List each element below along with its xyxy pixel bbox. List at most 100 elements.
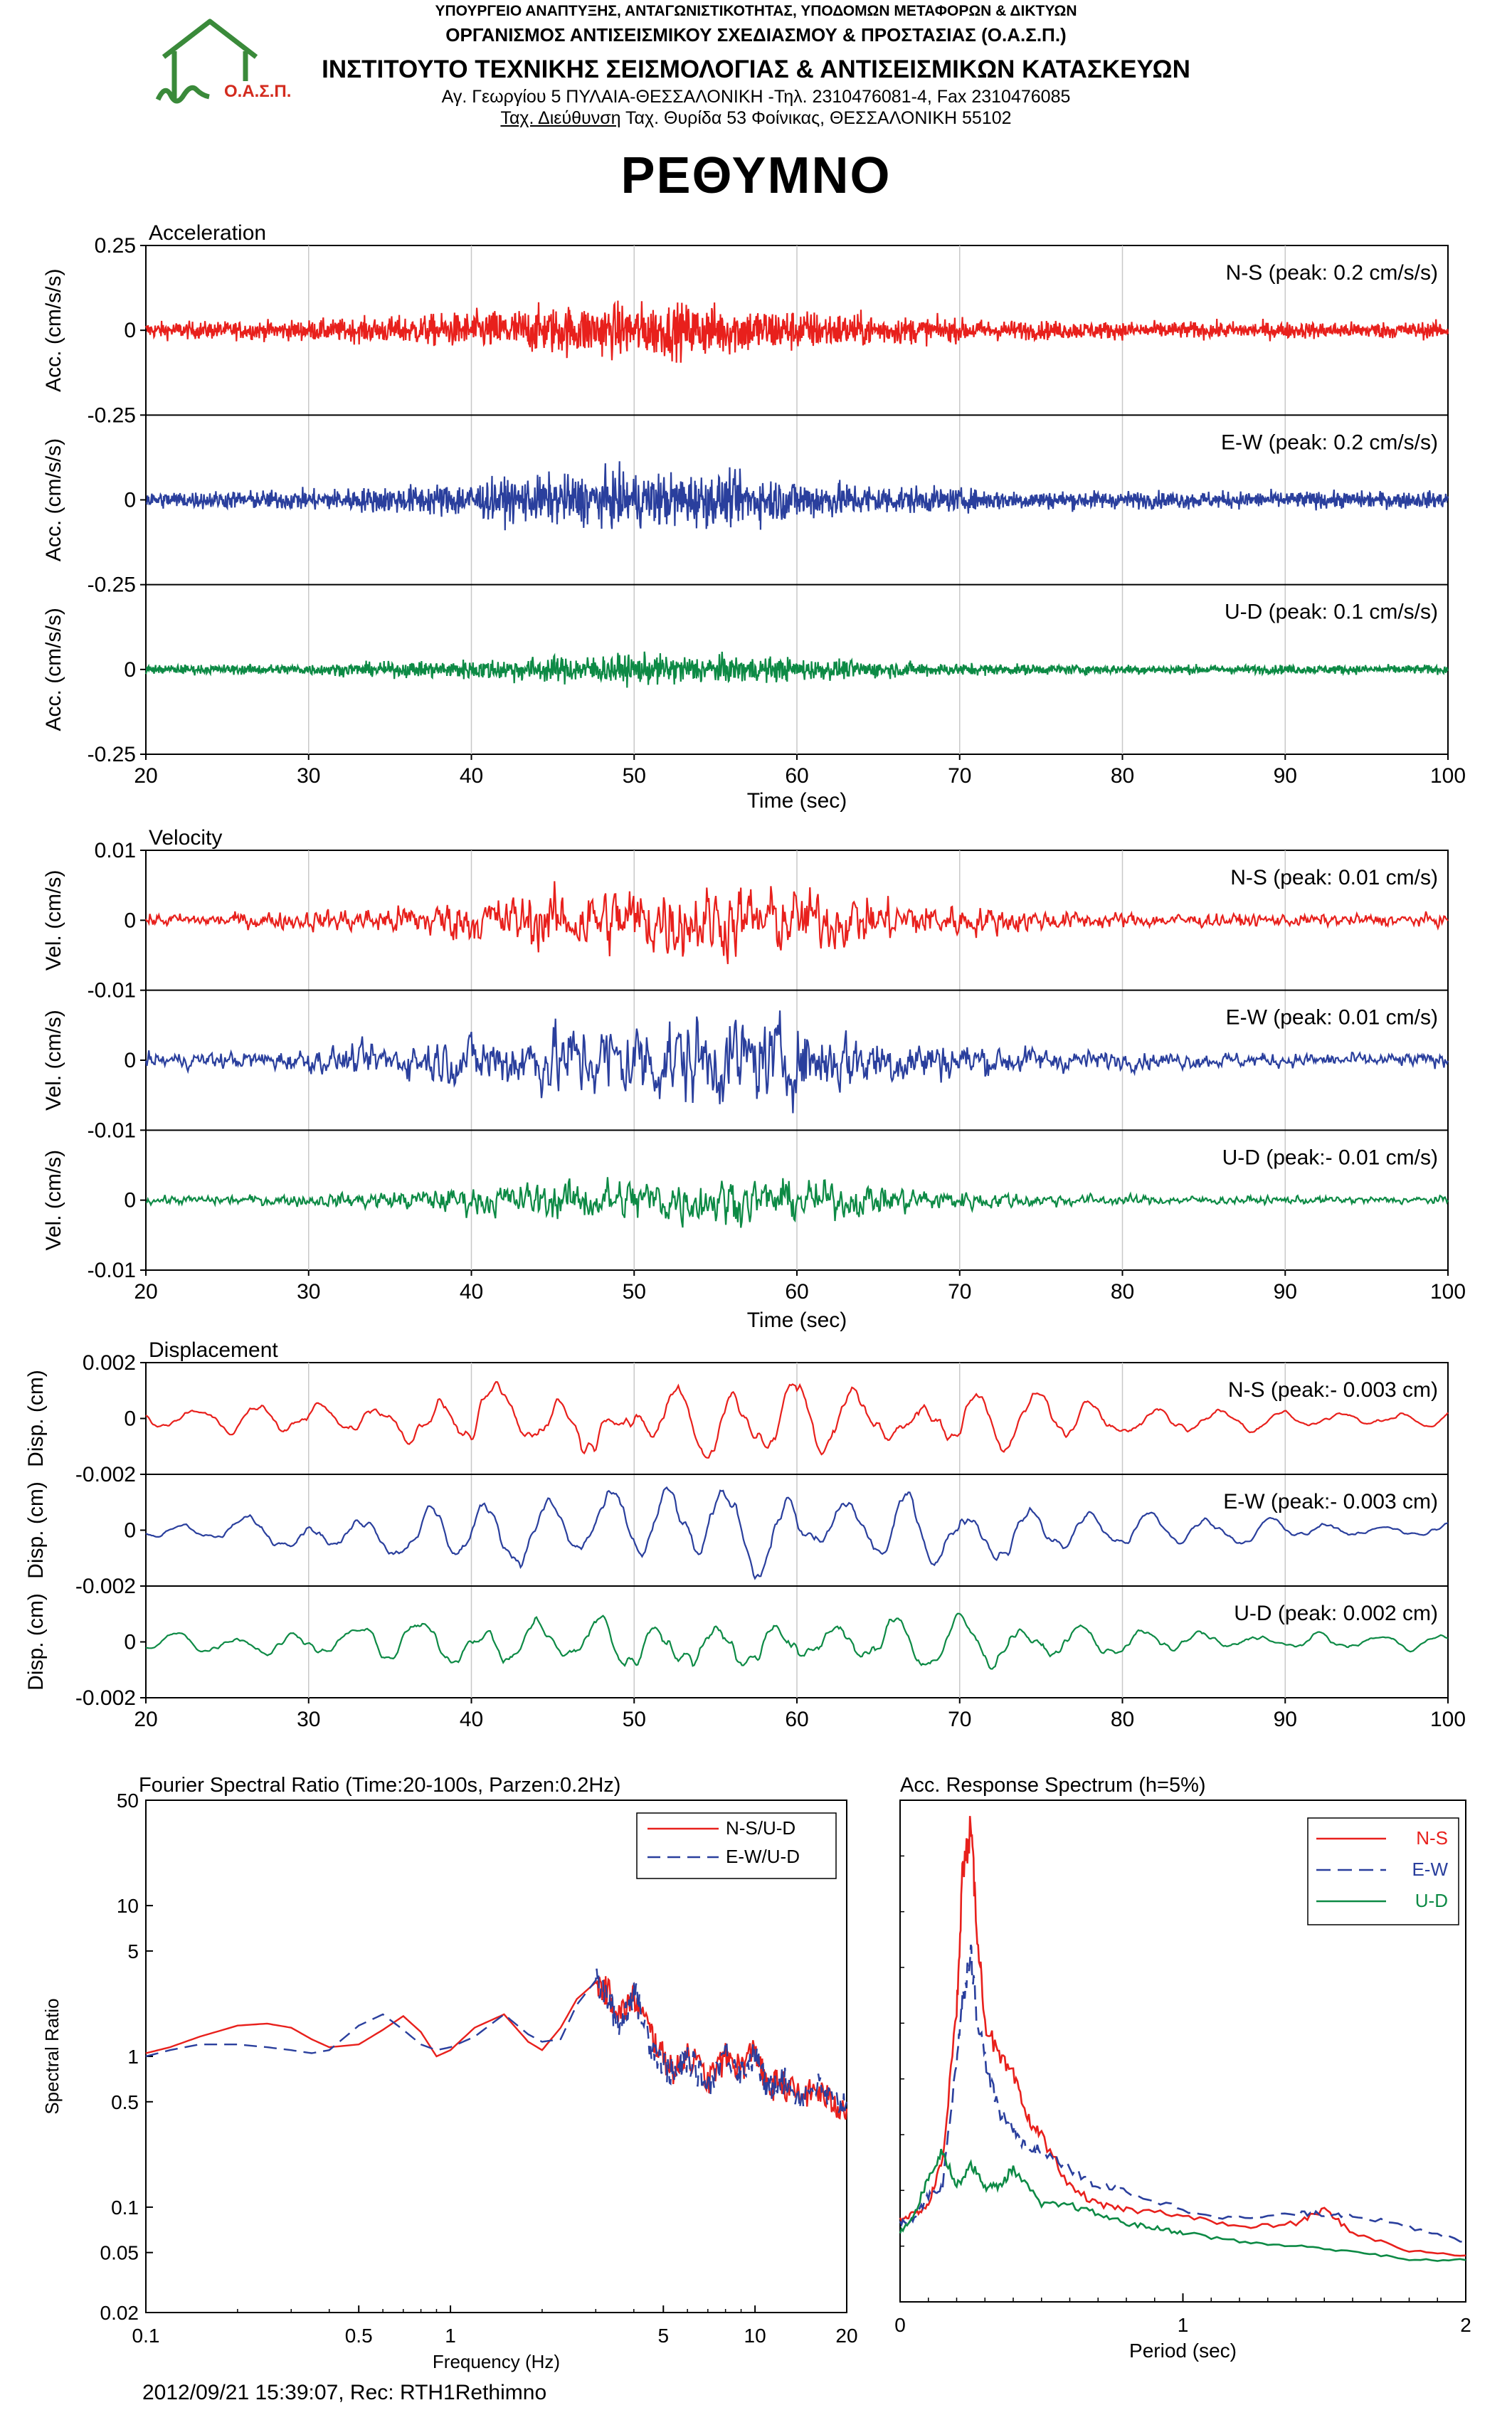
- x-tick-label: 50: [623, 1708, 646, 1731]
- chart-legend: N-S/U-D E-W/U-D: [636, 1812, 837, 1879]
- x-tick-label: 20: [134, 1280, 157, 1304]
- x-tick-label: 70: [948, 764, 971, 788]
- x-axis-label: Time (sec): [747, 789, 847, 813]
- y-tick-label: 0.25: [95, 234, 136, 258]
- y-axis-label: Acc. (cm/s/s): [42, 608, 65, 731]
- x-tick-label: 1: [445, 2325, 456, 2347]
- x-tick-label: 30: [297, 1708, 320, 1731]
- x-tick-label: 20: [134, 1708, 157, 1731]
- y-tick-label: 0: [124, 1049, 136, 1072]
- y-axis-label: Vel. (cm/s): [42, 870, 65, 971]
- x-tick-label: 0.5: [345, 2325, 373, 2347]
- panel-title: Displacement: [149, 1338, 278, 1362]
- y-axis-label: Acc. (cm/s/s): [42, 269, 65, 392]
- peak-annotation: N-S (peak: 0.2 cm/s/s): [1226, 261, 1438, 285]
- y-tick-label: 10: [117, 1895, 139, 1917]
- x-tick-label: 1: [1178, 2314, 1189, 2336]
- legend-label: U-D: [1415, 1890, 1448, 1911]
- organization-line: ΟΡΓΑΝΙΣΜΟΣ ΑΝΤΙΣΕΙΣΜΙΚΟΥ ΣΧΕΔΙΑΣΜΟΥ & ΠΡ…: [445, 24, 1067, 46]
- trace-u-d: [145, 1612, 1449, 1670]
- y-tick-label: -0.01: [88, 979, 136, 1003]
- y-tick-label: -0.01: [88, 1259, 136, 1282]
- postal-line: Ταχ. Διεύθυνση Ταχ. Θυρίδα 53 Φοίνικας, …: [0, 108, 1512, 129]
- x-tick-label: 40: [460, 764, 483, 788]
- y-tick-label: 0: [124, 909, 136, 932]
- legend-box: [1307, 1817, 1459, 1925]
- trace-u-d: [145, 1177, 1449, 1228]
- y-tick-label: -0.002: [75, 1463, 136, 1486]
- y-tick-label: 0: [124, 319, 136, 342]
- address-line: Αγ. Γεωργίου 5 ΠΥΛΑΙΑ-ΘΕΣΣΑΛΟΝΙΚΗ -Τηλ. …: [441, 87, 1071, 107]
- y-tick-label: 0.05: [100, 2242, 139, 2264]
- record-footer: 2012/09/21 15:39:07, Rec: RTH1Rethimno: [142, 2381, 547, 2404]
- timeseries-block-displacement: Displacement 20 30 40 50 60 70 80 90 100 0.002 0 -0.…: [24, 1338, 1466, 1731]
- house-logo-icon: [155, 19, 258, 104]
- x-tick-label: 30: [297, 764, 320, 788]
- y-tick-label: 1: [127, 2046, 139, 2068]
- x-tick-label: 2: [1460, 2314, 1471, 2336]
- x-tick-label: 60: [785, 1708, 808, 1731]
- trace-u-d: [144, 651, 1449, 688]
- y-tick-label: -0.25: [88, 403, 136, 427]
- ministry-line: ΥΠΟΥΡΓΕΙΟ ΑΝΑΠΤΥΞΗΣ, ΑΝΤΑΓΩΝΙΣΤΙΚΟΤΗΤΑΣ,…: [435, 3, 1077, 19]
- x-tick-label: 30: [297, 1280, 320, 1304]
- series-u-d: [899, 2148, 1466, 2262]
- series-n-s: [899, 1816, 1466, 2257]
- x-tick-label: 0.1: [132, 2325, 160, 2347]
- legend-label: E-W: [1412, 1859, 1448, 1880]
- timeseries-block-velocity: Velocity 20 30 40 50 60 70 80 90 100 Time (sec) 0.0…: [42, 826, 1466, 1332]
- panel-title: Velocity: [149, 826, 222, 850]
- x-axis-label: Frequency (Hz): [433, 2351, 560, 2372]
- x-tick-label: 100: [1430, 1708, 1466, 1731]
- y-tick-label: 0: [124, 489, 136, 512]
- series-e-w: [899, 1944, 1466, 2243]
- panel-title: Acceleration: [149, 221, 266, 245]
- peak-annotation: N-S (peak: 0.01 cm/s): [1230, 866, 1438, 889]
- y-tick-label: -0.002: [75, 1575, 136, 1598]
- chart-legend: N-S E-W U-D: [1307, 1817, 1459, 1925]
- y-tick-label: 0: [124, 1189, 136, 1212]
- x-tick-label: 90: [1274, 764, 1297, 788]
- legend-label: E-W/U-D: [726, 1846, 800, 1867]
- x-tick-label: 60: [785, 1280, 808, 1304]
- y-axis-label: Vel. (cm/s): [42, 1150, 65, 1251]
- x-tick-label: 40: [460, 1280, 483, 1304]
- y-tick-label: 0.002: [83, 1351, 136, 1375]
- trace-n-s: [144, 300, 1449, 363]
- y-tick-label: -0.25: [88, 574, 136, 597]
- x-tick-label: 0: [894, 2314, 906, 2336]
- y-axis-label: Acc. (cm/s/s): [42, 438, 65, 561]
- y-axis-label: Disp. (cm): [24, 1370, 48, 1467]
- peak-annotation: N-S (peak:- 0.003 cm): [1228, 1378, 1438, 1402]
- y-tick-label: 0: [124, 658, 136, 682]
- trace-e-w: [144, 1010, 1449, 1114]
- y-tick-label: 0: [124, 1407, 136, 1431]
- x-tick-label: 40: [460, 1708, 483, 1731]
- y-tick-label: -0.25: [88, 743, 136, 766]
- x-axis-label: Period (sec): [1129, 2340, 1237, 2362]
- y-tick-label: 0.02: [100, 2302, 139, 2324]
- chart-title: Acc. Response Spectrum (h=5%): [900, 1774, 1206, 1797]
- x-tick-label: 60: [785, 764, 808, 788]
- y-tick-label: 0: [124, 1631, 136, 1654]
- y-tick-label: 0.5: [111, 2091, 139, 2113]
- x-tick-label: 10: [744, 2325, 766, 2347]
- peak-annotation: U-D (peak:- 0.01 cm/s): [1222, 1146, 1438, 1169]
- x-tick-label: 90: [1274, 1280, 1297, 1304]
- series-n-s-u-d: [145, 1976, 848, 2120]
- series-e-w-u-d: [145, 1968, 848, 2113]
- legend-box: [636, 1812, 837, 1879]
- peak-annotation: E-W (peak: 0.2 cm/s/s): [1221, 430, 1438, 454]
- y-axis-label: Vel. (cm/s): [42, 1010, 65, 1111]
- oasp-logo: Ο.Α.Σ.Π.: [155, 19, 291, 104]
- y-tick-label: 50: [117, 1790, 139, 1812]
- fourier-ratio-chart: Fourier Spectral Ratio (Time:20-100s, Pa…: [41, 1774, 858, 2372]
- x-tick-label: 100: [1430, 1280, 1466, 1304]
- logo-text: Ο.Α.Σ.Π.: [224, 82, 291, 101]
- x-tick-label: 50: [623, 764, 646, 788]
- x-tick-label: 80: [1111, 1708, 1134, 1731]
- x-tick-label: 50: [623, 1280, 646, 1304]
- x-tick-label: 90: [1274, 1708, 1297, 1731]
- y-tick-label: -0.002: [75, 1686, 136, 1710]
